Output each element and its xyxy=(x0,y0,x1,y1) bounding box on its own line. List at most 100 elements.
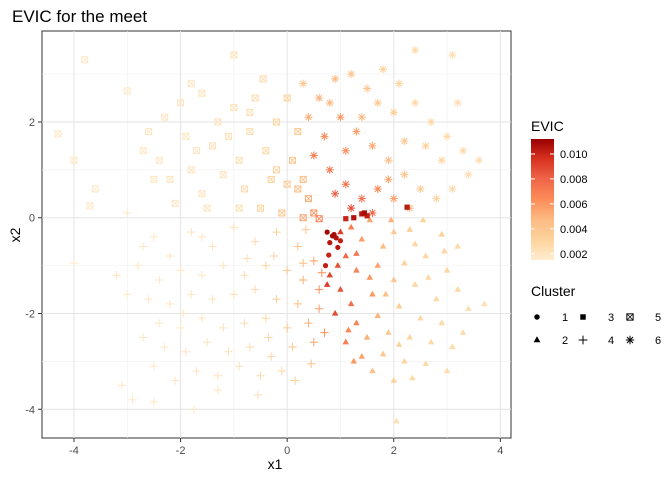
x-tick-label: 2 xyxy=(391,445,397,457)
point-cluster-5 xyxy=(241,185,249,193)
point-cluster-2 xyxy=(390,376,397,383)
point-cluster-6 xyxy=(373,98,382,107)
point-cluster-4 xyxy=(301,225,311,234)
x-tick-label: 0 xyxy=(284,445,290,457)
point-cluster-5 xyxy=(139,147,147,155)
point-cluster-2 xyxy=(433,295,440,302)
point-cluster-2 xyxy=(443,367,451,374)
point-cluster-4 xyxy=(219,323,228,333)
point-cluster-4 xyxy=(253,390,263,400)
point-cluster-1 xyxy=(329,233,336,239)
point-cluster-5 xyxy=(187,80,195,88)
point-cluster-4 xyxy=(128,395,137,404)
point-cluster-6 xyxy=(331,189,340,198)
point-cluster-5 xyxy=(70,156,78,164)
point-cluster-5 xyxy=(86,202,94,210)
point-cluster-2 xyxy=(395,341,403,347)
point-cluster-5 xyxy=(299,214,307,222)
point-cluster-2 xyxy=(350,357,358,364)
point-cluster-5 xyxy=(246,108,254,116)
point-cluster-6 xyxy=(448,185,457,194)
point-cluster-4 xyxy=(181,347,191,357)
point-cluster-4 xyxy=(269,251,279,261)
point-cluster-4 xyxy=(155,318,164,328)
point-cluster-2 xyxy=(427,338,435,345)
point-cluster-4 xyxy=(197,271,207,280)
point-cluster-4 xyxy=(272,294,281,304)
point-cluster-4 xyxy=(309,338,319,347)
point-cluster-4 xyxy=(240,271,249,280)
point-cluster-6 xyxy=(373,185,382,194)
legend-key-cluster-2 xyxy=(533,336,541,343)
point-cluster-4 xyxy=(165,299,175,309)
point-cluster-5 xyxy=(294,185,302,193)
point-cluster-4 xyxy=(189,405,199,414)
point-cluster-2 xyxy=(353,266,360,273)
point-cluster-4 xyxy=(197,314,207,323)
point-cluster-4 xyxy=(261,261,271,270)
point-cluster-2 xyxy=(374,262,382,268)
point-cluster-6 xyxy=(379,65,388,74)
point-cluster-5 xyxy=(283,94,291,102)
point-cluster-4 xyxy=(149,397,159,407)
point-cluster-2 xyxy=(406,226,413,232)
point-cluster-5 xyxy=(230,51,238,59)
point-cluster-4 xyxy=(179,309,188,318)
point-cluster-6 xyxy=(325,165,334,174)
point-cluster-4 xyxy=(208,242,217,251)
point-cluster-4 xyxy=(240,318,249,328)
point-cluster-2 xyxy=(366,216,374,223)
point-cluster-4 xyxy=(139,333,148,342)
point-cluster-5 xyxy=(219,171,227,179)
point-cluster-6 xyxy=(347,204,356,213)
point-cluster-2 xyxy=(443,266,451,273)
point-cluster-4 xyxy=(250,237,260,246)
point-cluster-6 xyxy=(384,175,393,184)
point-cluster-2 xyxy=(337,228,344,235)
point-cluster-4 xyxy=(187,227,196,237)
point-cluster-4 xyxy=(314,285,324,294)
point-cluster-4 xyxy=(293,299,303,309)
point-cluster-2 xyxy=(401,357,408,364)
point-cluster-4 xyxy=(165,251,175,261)
point-cluster-5 xyxy=(166,175,174,183)
legend-key-cluster-5 xyxy=(626,313,634,321)
point-cluster-6 xyxy=(405,204,414,213)
color-legend-tick-label: 0.006 xyxy=(560,199,588,211)
point-cluster-1 xyxy=(326,252,332,258)
point-cluster-2 xyxy=(337,285,344,292)
point-cluster-5 xyxy=(257,204,265,212)
point-cluster-4 xyxy=(176,323,185,333)
point-cluster-6 xyxy=(325,98,334,107)
point-cluster-3 xyxy=(361,210,368,216)
point-cluster-1 xyxy=(335,244,341,251)
point-cluster-4 xyxy=(187,290,196,299)
point-cluster-5 xyxy=(288,156,296,164)
point-cluster-5 xyxy=(278,209,286,217)
legend-key-cluster-4 xyxy=(578,335,588,345)
point-cluster-4 xyxy=(144,294,153,304)
point-cluster-6 xyxy=(341,180,350,189)
point-cluster-2 xyxy=(406,333,413,340)
legend-label-cluster-6: 6 xyxy=(655,335,661,347)
y-tick-label: -2 xyxy=(25,309,35,321)
point-cluster-2 xyxy=(358,235,366,242)
point-cluster-4 xyxy=(213,385,223,395)
point-cluster-2 xyxy=(385,329,392,335)
point-cluster-6 xyxy=(427,117,436,126)
point-cluster-2 xyxy=(438,230,445,237)
point-cluster-4 xyxy=(288,342,297,352)
point-cluster-1 xyxy=(327,240,333,246)
point-cluster-4 xyxy=(272,227,281,237)
point-cluster-5 xyxy=(315,215,323,223)
point-cluster-6 xyxy=(421,141,430,150)
point-cluster-5 xyxy=(150,175,158,183)
point-cluster-4 xyxy=(155,275,164,285)
point-cluster-4 xyxy=(298,259,308,268)
point-cluster-6 xyxy=(368,208,377,217)
point-cluster-2 xyxy=(454,242,461,249)
point-cluster-2 xyxy=(382,290,389,297)
point-cluster-5 xyxy=(246,128,254,136)
legend-label-cluster-3: 3 xyxy=(608,312,614,324)
point-cluster-2 xyxy=(347,300,355,307)
